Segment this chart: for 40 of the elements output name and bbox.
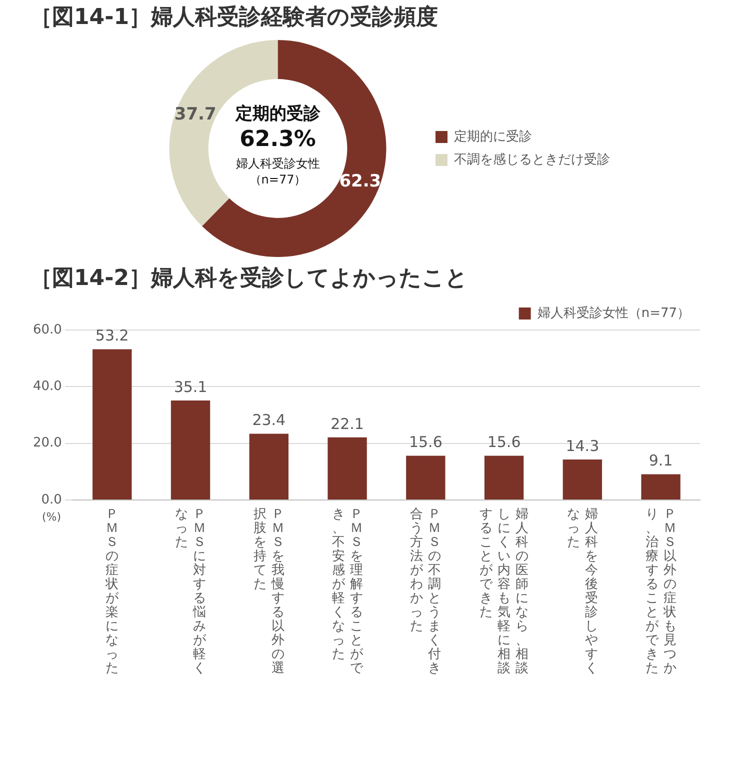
bar <box>406 456 446 500</box>
bar <box>484 456 524 500</box>
y-tick-label: 0.0 <box>41 492 62 508</box>
category-label: 婦人科の医師になら、相談しにくい内容も気軽に相談することができた <box>480 507 529 676</box>
y-axis-title: (%) <box>42 510 61 524</box>
chart-title: ［図14-2］婦人科を受診してよかったこと <box>29 265 470 293</box>
category-label: ＰＭＳに対する悩みが軽くなった <box>175 507 206 676</box>
y-tick-label: 20.0 <box>32 436 62 451</box>
bar <box>328 437 367 500</box>
bar <box>92 349 132 500</box>
category-label: ＰＭＳ以外の症状も見つかり、治療することができた <box>645 507 676 676</box>
bar <box>562 459 602 500</box>
legend-label: 定期的に受診 <box>454 129 532 144</box>
data-label: 53.2 <box>95 326 129 345</box>
legend-label: 婦人科受診女性（n=77） <box>537 306 690 321</box>
text: 定期的受診 <box>234 104 322 124</box>
data-label: 15.6 <box>487 433 521 452</box>
data-label: 22.1 <box>330 414 364 433</box>
data-label: 62.3 <box>339 171 382 192</box>
data-label: 23.4 <box>252 411 286 430</box>
data-label: 14.3 <box>566 436 600 455</box>
data-label: 9.1 <box>648 452 673 470</box>
data-label: 15.6 <box>408 433 442 452</box>
category-label: ＰＭＳの症状が楽になった <box>106 507 119 676</box>
legend-label: 不調を感じるときだけ受診 <box>454 152 610 168</box>
data-label: 37.7 <box>174 104 216 124</box>
category-label: ＰＭＳを理解することができ、不安感が軽くなった <box>332 507 363 676</box>
bar <box>641 474 680 500</box>
category-label: 婦人科を今後受診しやすくなった <box>566 507 598 676</box>
text: （n=77） <box>249 172 306 187</box>
bar <box>249 434 288 500</box>
y-tick-label: 40.0 <box>32 379 62 394</box>
bar <box>170 400 210 500</box>
text: 婦人科受診女性 <box>236 156 320 171</box>
text: 62.3% <box>240 127 316 152</box>
category-label: ＰＭＳの不調とうまく付き合う方法がわかった <box>410 507 442 676</box>
chart-title: ［図14-1］婦人科受診経験者の受診頻度 <box>29 4 440 32</box>
y-tick-label: 60.0 <box>32 322 62 338</box>
data-label: 35.1 <box>174 378 208 396</box>
category-label: ＰＭＳを我慢する以外の選択肢を持てた <box>253 507 284 676</box>
